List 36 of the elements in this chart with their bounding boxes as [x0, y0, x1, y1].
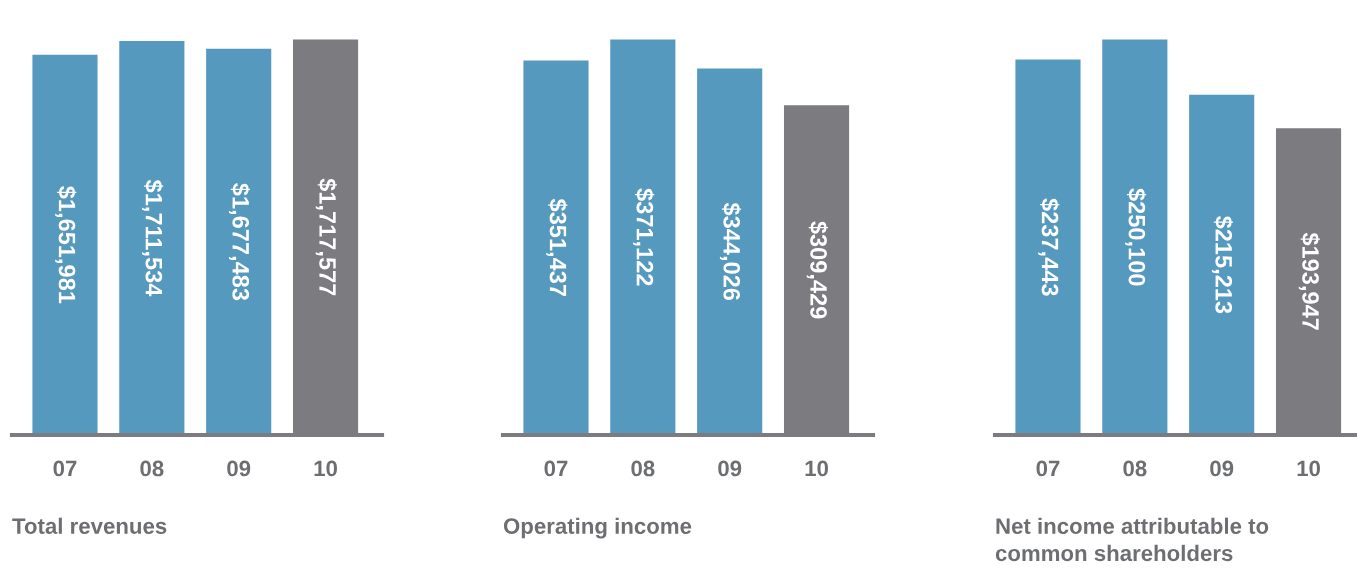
- data-label: $215,213: [1211, 215, 1234, 314]
- data-label: $351,437: [546, 198, 568, 296]
- bar: [1102, 39, 1168, 435]
- x-tick-label: 07: [1036, 460, 1060, 477]
- x-tick-label: 10: [1297, 460, 1320, 477]
- bar: [206, 48, 272, 435]
- data-label: $1,711,534: [142, 179, 164, 297]
- x-tick-label: 08: [140, 460, 164, 477]
- bar: [523, 60, 589, 435]
- text: Operating income: [503, 517, 692, 539]
- text: Net income attributable to common shareholders: [995, 517, 1269, 562]
- data-label: $1,651,981: [55, 186, 77, 304]
- x-tick-label: 08: [1123, 460, 1147, 477]
- x-tick-label: 09: [227, 460, 251, 477]
- bar: [32, 54, 98, 435]
- data-label: $344,026: [719, 202, 742, 301]
- x-tick-label: 09: [1210, 460, 1234, 477]
- x-tick-label: 08: [631, 460, 655, 477]
- bar: [1015, 59, 1081, 435]
- x-tick-label: 10: [314, 460, 337, 477]
- x-tick-label: 10: [805, 460, 828, 477]
- bar: [610, 39, 676, 435]
- bar: [697, 68, 763, 435]
- data-label: $193,947: [1298, 232, 1320, 330]
- x-tick-label: 07: [53, 460, 77, 477]
- bar: [1189, 94, 1255, 435]
- x-tick-label: 09: [718, 460, 742, 477]
- data-label: $371,122: [633, 188, 655, 286]
- data-label: $250,100: [1125, 188, 1147, 286]
- data-label: $1,677,483: [228, 183, 251, 301]
- text: Total revenues: [12, 517, 167, 534]
- data-label: $1,717,577: [315, 178, 337, 296]
- bar: [119, 40, 185, 435]
- data-label: $309,429: [806, 221, 828, 319]
- data-label: $237,443: [1038, 198, 1060, 296]
- x-tick-label: 07: [544, 460, 568, 477]
